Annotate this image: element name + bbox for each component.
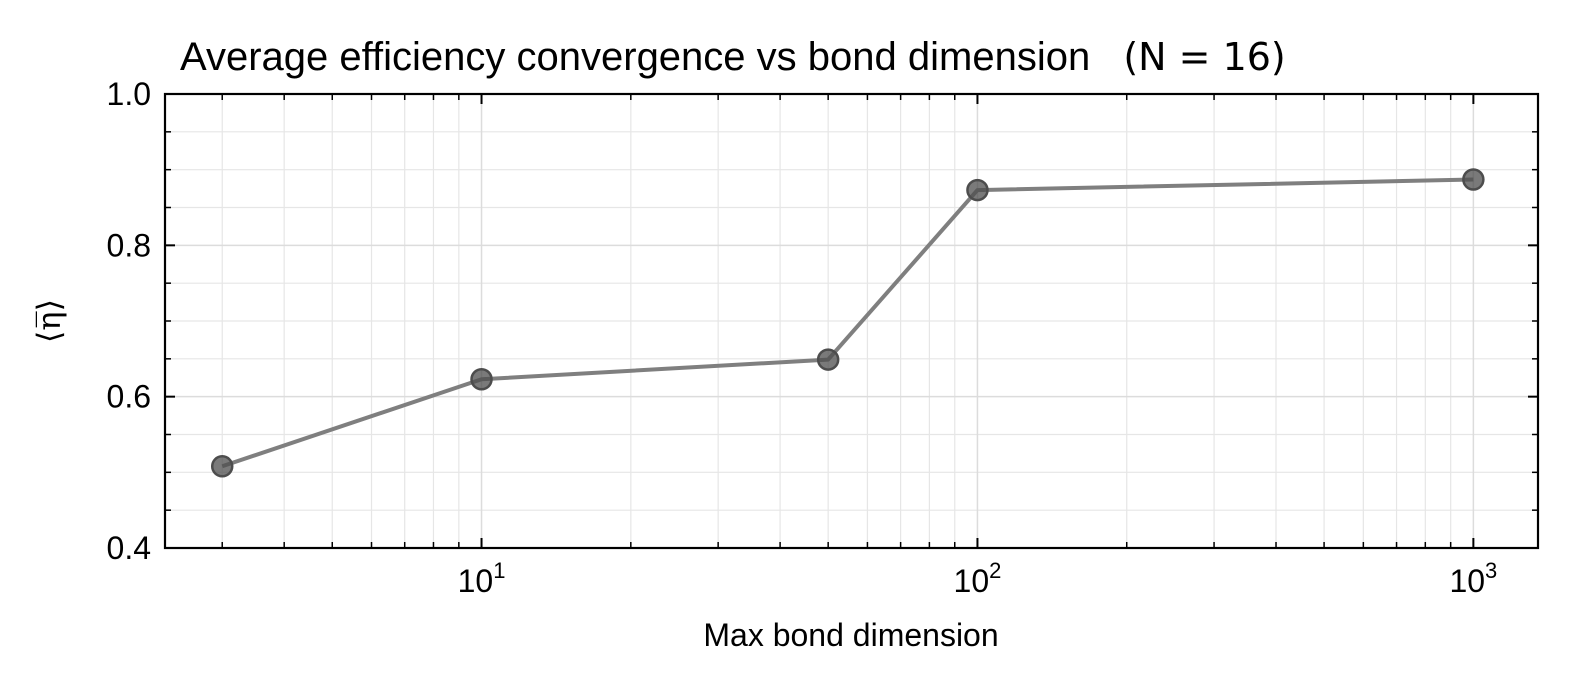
- data-point: [816, 348, 840, 371]
- minor-gridlines: [165, 94, 1538, 548]
- data-point: [470, 368, 493, 391]
- y-tick-labels: 0.4 0.6 0.8 1.0: [107, 76, 151, 566]
- data-point: [210, 455, 234, 478]
- y-tick-label: 0.4: [107, 530, 151, 566]
- x-tick-label: 103: [1449, 558, 1497, 599]
- chart-title: Average efficiency convergence vs bond d…: [180, 35, 1286, 79]
- chart-title-text: Average efficiency convergence vs bond d…: [180, 35, 1090, 79]
- x-tick-label-exponent: 1: [493, 558, 505, 583]
- x-tick-label: 102: [954, 558, 1002, 599]
- x-axis-label: Max bond dimension: [703, 617, 998, 653]
- y-tick-label: 1.0: [107, 76, 151, 112]
- y-axis-label: ⟨η̅⟩: [30, 299, 68, 343]
- series-layer: [210, 168, 1485, 478]
- x-tick-label-exponent: 2: [989, 558, 1001, 583]
- x-tick-label: 101: [458, 558, 506, 599]
- x-tick-labels: 101 102 103: [458, 558, 1498, 599]
- data-point: [966, 178, 989, 202]
- axis-ticks: [165, 93, 1538, 549]
- x-tick-label-base: 10: [458, 563, 494, 599]
- y-tick-label: 0.8: [107, 227, 151, 263]
- x-tick-label-base: 10: [954, 563, 990, 599]
- data-point: [1462, 168, 1485, 191]
- chart-title-math: (N = 16): [1123, 35, 1285, 79]
- series-line: [221, 177, 1474, 469]
- x-tick-label-base: 10: [1449, 563, 1485, 599]
- y-tick-label: 0.6: [107, 379, 151, 415]
- x-tick-label-exponent: 3: [1485, 558, 1497, 583]
